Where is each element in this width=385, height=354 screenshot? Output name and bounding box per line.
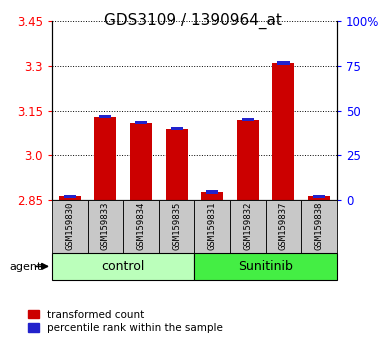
Bar xyxy=(206,190,218,194)
Bar xyxy=(99,115,112,118)
Bar xyxy=(130,122,152,200)
Text: GSM159830: GSM159830 xyxy=(65,201,74,250)
Bar xyxy=(123,200,159,253)
Bar xyxy=(201,192,223,200)
Text: GDS3109 / 1390964_at: GDS3109 / 1390964_at xyxy=(104,12,281,29)
Bar xyxy=(52,200,88,253)
Bar xyxy=(135,121,147,124)
Bar xyxy=(194,253,337,280)
Bar xyxy=(313,195,325,198)
Bar xyxy=(242,118,254,121)
Bar xyxy=(171,127,183,130)
Text: GSM159837: GSM159837 xyxy=(279,201,288,250)
Bar xyxy=(277,61,290,65)
Bar xyxy=(88,200,123,253)
Bar xyxy=(194,200,230,253)
Bar xyxy=(301,200,337,253)
Bar xyxy=(266,200,301,253)
Bar xyxy=(52,253,194,280)
Bar xyxy=(59,196,81,200)
Text: GSM159838: GSM159838 xyxy=(315,201,323,250)
Bar xyxy=(166,129,187,200)
Text: Sunitinib: Sunitinib xyxy=(238,260,293,273)
Legend: transformed count, percentile rank within the sample: transformed count, percentile rank withi… xyxy=(28,310,223,333)
Text: agent: agent xyxy=(10,262,42,272)
Bar xyxy=(308,196,330,200)
Bar xyxy=(94,116,116,200)
Bar xyxy=(273,63,295,200)
Bar xyxy=(237,120,259,200)
Text: control: control xyxy=(102,260,145,273)
Text: GSM159835: GSM159835 xyxy=(172,201,181,250)
Text: GSM159831: GSM159831 xyxy=(208,201,217,250)
Bar xyxy=(159,200,194,253)
Bar xyxy=(64,195,76,198)
Text: GSM159832: GSM159832 xyxy=(243,201,252,250)
Text: GSM159834: GSM159834 xyxy=(137,201,146,250)
Text: GSM159833: GSM159833 xyxy=(101,201,110,250)
Bar xyxy=(230,200,266,253)
